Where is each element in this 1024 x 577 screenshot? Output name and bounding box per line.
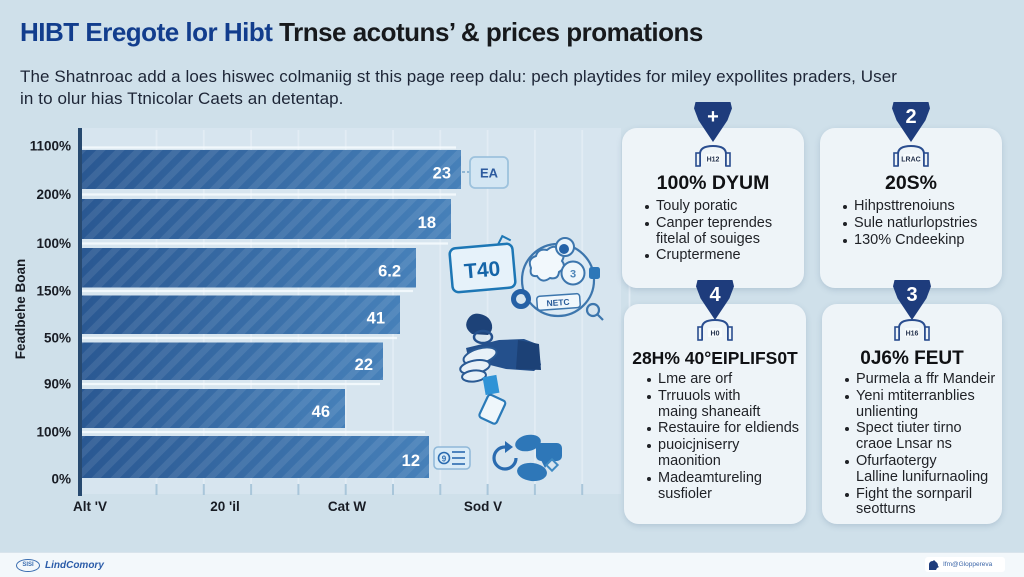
svg-text:12: 12 xyxy=(402,452,420,470)
svg-text:200%: 200% xyxy=(36,187,71,202)
svg-text:H12: H12 xyxy=(707,157,720,164)
svg-text:23: 23 xyxy=(433,165,451,183)
svg-text:0%: 0% xyxy=(51,472,71,487)
svg-text:Sod V: Sod V xyxy=(464,499,502,514)
svg-text:90%: 90% xyxy=(44,377,71,392)
svg-text:Alt 'V: Alt 'V xyxy=(73,499,107,514)
svg-text:18: 18 xyxy=(418,214,436,232)
svg-text:9: 9 xyxy=(442,455,447,464)
svg-text:20 'il: 20 'il xyxy=(210,499,239,514)
svg-text:LRAC: LRAC xyxy=(901,157,920,164)
svg-text:NETC: NETC xyxy=(546,297,570,309)
svg-text:150%: 150% xyxy=(36,284,71,299)
svg-text:22: 22 xyxy=(355,356,373,374)
svg-text:H0: H0 xyxy=(711,331,720,338)
svg-text:1100%: 1100% xyxy=(30,139,71,154)
svg-text:46: 46 xyxy=(312,403,330,421)
svg-text:3: 3 xyxy=(570,269,576,281)
svg-text:6.2: 6.2 xyxy=(378,263,401,281)
svg-text:Feadbehe Boan: Feadbehe Boan xyxy=(13,259,28,360)
svg-text:H16: H16 xyxy=(906,331,919,338)
svg-text:41: 41 xyxy=(367,310,385,328)
svg-text:Cat W: Cat W xyxy=(328,499,367,514)
svg-text:100%: 100% xyxy=(36,236,71,251)
svg-text:50%: 50% xyxy=(44,331,71,346)
svg-text:100%: 100% xyxy=(36,425,71,440)
svg-text:EA: EA xyxy=(480,166,499,181)
svg-text:T40: T40 xyxy=(463,257,501,283)
